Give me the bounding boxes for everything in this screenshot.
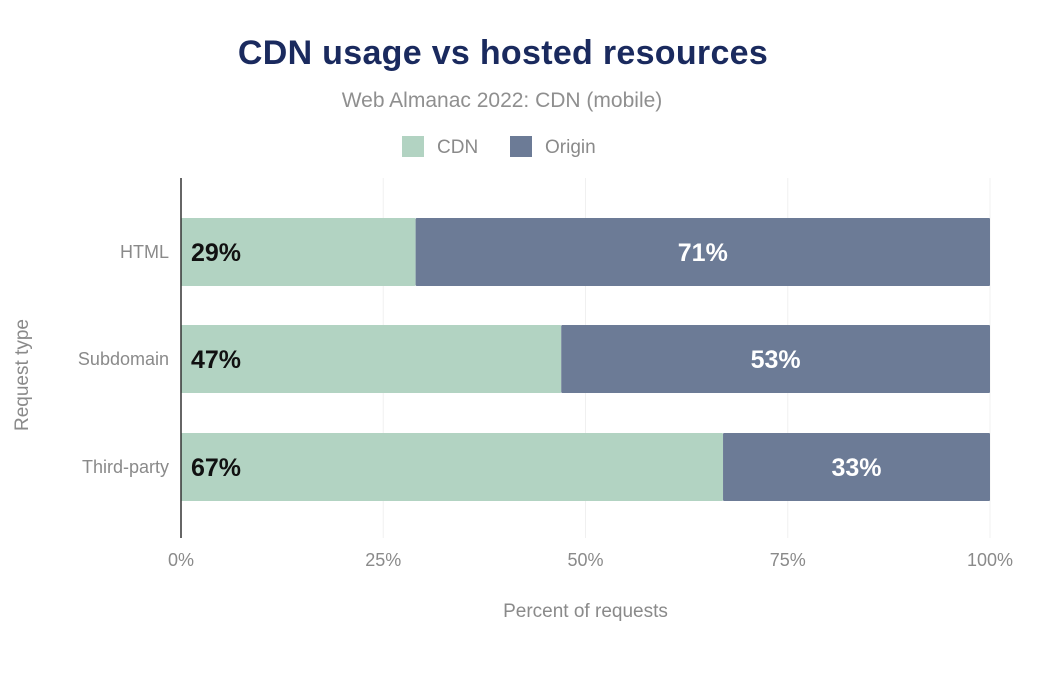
data-label-origin: 33% bbox=[831, 454, 881, 482]
bar-origin bbox=[561, 325, 990, 393]
legend-label-origin: Origin bbox=[545, 137, 596, 158]
chart-title: CDN usage vs hosted resources bbox=[237, 34, 769, 72]
bar-cdn bbox=[181, 433, 724, 501]
legend-swatch-origin bbox=[510, 136, 532, 157]
y-axis-title: Request type bbox=[12, 319, 33, 431]
y-tick-label: Third-party bbox=[82, 457, 169, 477]
x-tick-label: 0% bbox=[168, 550, 194, 570]
bar-origin bbox=[723, 433, 990, 501]
y-tick-label: HTML bbox=[120, 242, 169, 262]
x-tick-label: 50% bbox=[567, 550, 603, 570]
data-label-origin: 53% bbox=[751, 346, 801, 374]
x-tick-label: 100% bbox=[967, 550, 1013, 570]
data-label-cdn: 47% bbox=[191, 346, 241, 374]
legend-label-cdn: CDN bbox=[437, 137, 478, 158]
bar-cdn bbox=[181, 325, 562, 393]
bar-origin bbox=[415, 218, 990, 286]
data-label-cdn: 29% bbox=[191, 239, 241, 267]
x-axis-title: Percent of requests bbox=[503, 601, 668, 622]
x-tick-label: 25% bbox=[365, 550, 401, 570]
data-label-origin: 71% bbox=[678, 239, 728, 267]
y-tick-label: Subdomain bbox=[78, 349, 169, 369]
x-tick-label: 75% bbox=[770, 550, 806, 570]
legend-swatch-cdn bbox=[402, 136, 424, 157]
chart-subtitle: Web Almanac 2022: CDN (mobile) bbox=[341, 89, 663, 112]
bar-cdn bbox=[181, 218, 416, 286]
data-label-cdn: 67% bbox=[191, 454, 241, 482]
